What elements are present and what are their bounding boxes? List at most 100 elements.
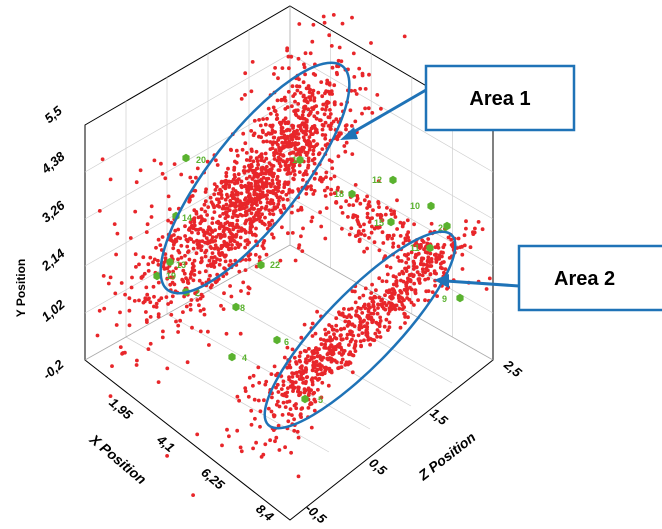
red-point [188, 275, 193, 280]
red-point [254, 186, 258, 190]
red-point [406, 257, 411, 261]
red-point [154, 301, 159, 306]
red-point [243, 221, 248, 226]
red-point [185, 360, 190, 365]
red-point [233, 208, 238, 213]
red-point [416, 251, 421, 256]
red-point [425, 241, 430, 246]
red-point [323, 236, 328, 241]
area-ellipses [159, 61, 457, 430]
red-point [345, 324, 350, 328]
grid-line [289, 53, 494, 173]
red-point [113, 291, 118, 296]
red-point [327, 115, 332, 120]
red-point [311, 148, 316, 153]
red-point [276, 142, 280, 147]
red-point [319, 367, 323, 372]
red-point [156, 237, 161, 242]
red-point [299, 335, 304, 340]
red-point [312, 408, 317, 413]
red-point [376, 200, 381, 204]
red-point [315, 350, 320, 355]
red-point [279, 98, 284, 103]
green-point-label: 8 [240, 303, 245, 313]
red-point [362, 338, 366, 343]
red-point [244, 213, 249, 217]
green-point-label: 11 [410, 243, 420, 253]
red-point [257, 216, 261, 221]
red-point [310, 124, 315, 129]
red-point [417, 279, 422, 283]
red-point [319, 224, 324, 229]
red-point [384, 279, 389, 284]
red-point [292, 428, 297, 433]
red-point [343, 149, 348, 154]
red-point [428, 272, 433, 276]
red-point [219, 179, 224, 184]
red-point [263, 151, 268, 156]
red-point [123, 292, 127, 297]
red-point [385, 272, 390, 277]
red-point [194, 251, 199, 256]
red-point [243, 245, 248, 250]
red-point [203, 209, 208, 214]
red-point [249, 408, 254, 413]
red-point [198, 221, 203, 226]
red-point [320, 123, 325, 127]
red-point [276, 189, 281, 193]
red-point [335, 328, 339, 333]
red-point [182, 271, 187, 276]
red-point [283, 140, 288, 144]
red-point [353, 300, 358, 305]
y-axis-ticks: -0,2 1,02 2,14 3,26 4,38 5,5 [38, 103, 68, 383]
green-point-marker [348, 189, 356, 199]
red-point [382, 306, 386, 311]
red-point [369, 291, 374, 295]
red-point [376, 302, 380, 307]
red-point [115, 231, 120, 236]
red-point [329, 44, 334, 48]
red-point [249, 206, 254, 211]
red-point [391, 274, 396, 279]
red-point [433, 283, 437, 288]
red-point [296, 151, 300, 155]
red-point [200, 239, 205, 244]
red-point [296, 474, 301, 479]
red-point [287, 190, 291, 195]
red-point [259, 135, 263, 140]
red-point [268, 167, 273, 172]
red-point [249, 129, 254, 133]
red-point [429, 257, 434, 261]
red-point [171, 242, 176, 247]
green-point-marker [301, 394, 309, 404]
red-point [203, 254, 208, 259]
red-point [339, 102, 344, 107]
red-point [332, 174, 337, 179]
red-point [230, 243, 234, 247]
red-point [238, 331, 243, 336]
red-point [202, 218, 206, 223]
red-point [209, 238, 214, 242]
inner-edge-left [84, 244, 291, 361]
red-point [309, 425, 314, 430]
red-point [334, 117, 339, 122]
red-point [242, 201, 247, 206]
red-point [158, 243, 163, 248]
red-point [310, 158, 315, 163]
red-point [290, 141, 295, 146]
red-point [243, 141, 248, 146]
red-point [270, 232, 274, 237]
red-point [358, 201, 363, 206]
red-point [325, 352, 330, 357]
red-point [247, 257, 252, 262]
red-point [190, 179, 195, 184]
red-point [412, 303, 416, 307]
red-point [290, 157, 294, 162]
red-point [301, 109, 306, 114]
red-point [193, 291, 198, 296]
red-point [387, 325, 392, 330]
red-point [364, 330, 368, 335]
red-point [261, 185, 266, 189]
red-point [145, 320, 149, 324]
red-point [401, 241, 406, 246]
